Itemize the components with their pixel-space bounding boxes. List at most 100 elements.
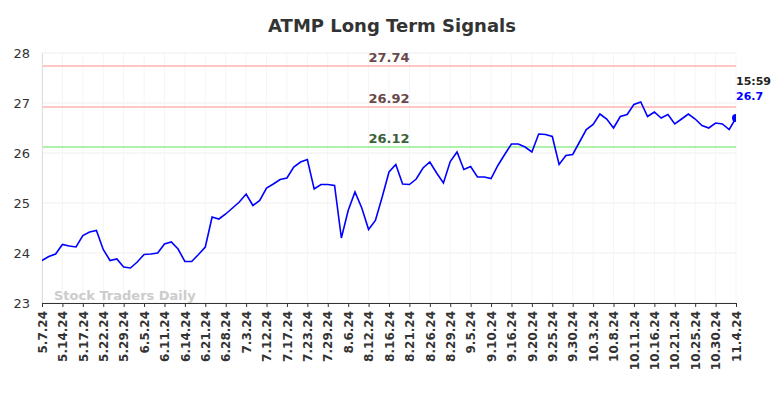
x-tick-label: 5.17.24 [77, 311, 91, 362]
x-tick-label: 8.6.24 [342, 311, 356, 354]
x-tick-label: 8.12.24 [362, 311, 376, 362]
x-tick-mark [491, 303, 492, 307]
x-tick-mark [614, 303, 615, 307]
x-tick-mark [573, 303, 574, 307]
x-tick-mark [471, 303, 472, 307]
x-tick-label: 6.21.24 [199, 311, 213, 362]
grid-line-x [348, 53, 349, 303]
grid-line-x [266, 53, 267, 303]
x-tick-label: 10.8.24 [607, 311, 621, 362]
y-tick-label: 24 [13, 246, 30, 261]
x-tick-mark [83, 303, 84, 307]
x-tick-label: 7.23.24 [301, 311, 315, 362]
x-tick: 7.12.24 [260, 303, 274, 362]
x-tick: 5.17.24 [77, 303, 91, 362]
x-tick-mark [695, 303, 696, 307]
x-tick: 8.21.24 [403, 303, 417, 362]
y-tick: 27 [13, 96, 42, 111]
grid-line-x [225, 53, 226, 303]
grid-line-x [470, 53, 471, 303]
x-tick: 6.28.24 [219, 303, 233, 362]
x-tick: 6.21.24 [199, 303, 213, 362]
grid-line-x [613, 53, 614, 303]
x-tick: 5.7.24 [36, 303, 50, 354]
x-tick-mark [205, 303, 206, 307]
x-tick-mark [511, 303, 512, 307]
x-tick-label: 10.30.24 [709, 311, 723, 370]
x-tick-label: 9.20.24 [526, 311, 540, 362]
x-tick-label: 6.11.24 [158, 311, 172, 362]
title: ATMP Long Term Signals [268, 15, 516, 36]
x-tick-label: 10.11.24 [628, 311, 642, 370]
x-tick-mark [369, 303, 370, 307]
reference-label: 26.92 [368, 91, 409, 106]
x-tick: 8.16.24 [383, 303, 397, 362]
grid-line-x [307, 53, 308, 303]
reference-label: 27.74 [368, 50, 409, 65]
x-tick-label: 10.21.24 [668, 311, 682, 370]
x-tick-label: 10.3.24 [587, 311, 601, 362]
x-tick-mark [430, 303, 431, 307]
grid-line-x [633, 53, 634, 303]
x-tick-label: 10.16.24 [648, 311, 662, 370]
grid-line-x [674, 53, 675, 303]
x-tick: 6.11.24 [158, 303, 172, 362]
reference-lines: 27.74 26.92 26.12 [42, 50, 736, 147]
x-tick: 9.20.24 [526, 303, 540, 362]
grid-line-x [429, 53, 430, 303]
x-tick-mark [736, 303, 737, 307]
grid-line-x [82, 53, 83, 303]
x-tick-label: 11.4.24 [730, 311, 744, 362]
x-tick: 7.3.24 [240, 303, 254, 354]
x-tick-mark [634, 303, 635, 307]
grid-line-x [511, 53, 512, 303]
x-tick: 8.29.24 [444, 303, 458, 362]
x-tick-mark [450, 303, 451, 307]
x-tick-label: 6.5.24 [138, 311, 152, 354]
x-tick: 7.17.24 [281, 303, 295, 362]
time-label: 15:59 [736, 75, 771, 88]
grid-line-x [164, 53, 165, 303]
grid-line-x [450, 53, 451, 303]
x-tick: 10.8.24 [607, 303, 621, 362]
x-tick: 9.16.24 [505, 303, 519, 362]
grid-line-x [144, 53, 145, 303]
x-tick-mark [185, 303, 186, 307]
x-tick: 9.10.24 [485, 303, 499, 362]
x-tick-mark [675, 303, 676, 307]
x-tick: 9.25.24 [546, 303, 560, 362]
x-tick-mark [552, 303, 553, 307]
x-tick-label: 6.14.24 [179, 311, 193, 362]
x-tick-label: 7.3.24 [240, 311, 254, 354]
x-tick: 8.6.24 [342, 303, 356, 354]
grid-line-x [184, 53, 185, 303]
x-tick: 8.12.24 [362, 303, 376, 362]
y-tick: 24 [13, 246, 42, 261]
x-tick-label: 9.25.24 [546, 311, 560, 362]
y-tick: 23 [13, 296, 42, 311]
x-tick-mark [348, 303, 349, 307]
reference-line [42, 65, 736, 67]
x-tick-label: 9.16.24 [505, 311, 519, 362]
y-tick-label: 23 [13, 296, 30, 311]
price-line [42, 102, 736, 268]
x-axis: 5.7.245.14.245.17.245.22.245.29.246.5.24… [36, 303, 744, 370]
x-tick: 8.26.24 [424, 303, 438, 362]
x-tick-label: 8.26.24 [424, 311, 438, 362]
x-tick-mark [716, 303, 717, 307]
grid-line-x [715, 53, 716, 303]
x-tick-label: 8.16.24 [383, 311, 397, 362]
x-tick-label: 9.10.24 [485, 311, 499, 362]
grid-line-x [246, 53, 247, 303]
x-tick: 10.3.24 [587, 303, 601, 362]
reference-label: 26.12 [368, 131, 409, 146]
reference-line [42, 146, 736, 148]
value-label: 26.7 [736, 90, 763, 103]
y-tick: 25 [13, 196, 42, 211]
x-tick-mark [226, 303, 227, 307]
x-tick-mark [144, 303, 145, 307]
grid-line-x [531, 53, 532, 303]
watermark: Stock Traders Daily [54, 288, 196, 303]
grid-line-x [42, 53, 43, 303]
x-tick-mark [307, 303, 308, 307]
